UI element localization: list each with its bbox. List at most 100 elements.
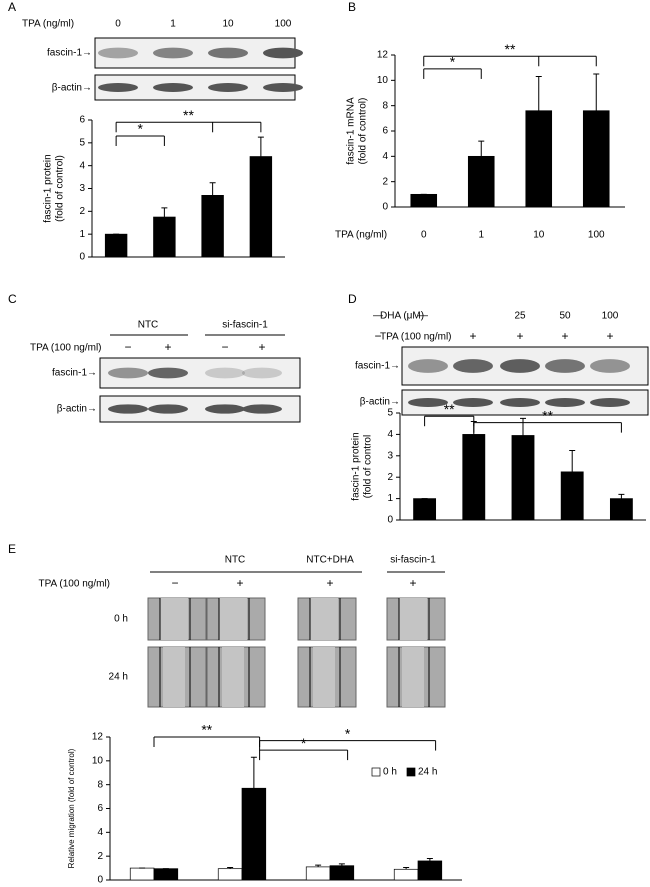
label: + bbox=[516, 329, 523, 343]
bar bbox=[153, 868, 179, 881]
label: 10 bbox=[222, 19, 234, 30]
label: (fold of control bbox=[363, 435, 374, 498]
bar bbox=[201, 195, 224, 258]
label: ** bbox=[444, 401, 455, 417]
band bbox=[108, 404, 148, 414]
label: 50 bbox=[559, 311, 571, 322]
label: D bbox=[348, 292, 357, 306]
label: NTC bbox=[225, 555, 246, 566]
legend-swatch bbox=[406, 767, 416, 777]
label: 0 h bbox=[114, 614, 128, 625]
label: 2 bbox=[387, 472, 393, 483]
label: + bbox=[409, 576, 416, 590]
label: — bbox=[418, 311, 428, 322]
wound bbox=[222, 647, 244, 707]
label: 6 bbox=[79, 115, 85, 126]
label: * bbox=[138, 121, 144, 137]
label: 24 h bbox=[109, 672, 128, 683]
bar bbox=[413, 498, 437, 521]
label: 10 bbox=[533, 230, 545, 241]
bar bbox=[525, 110, 553, 208]
wound bbox=[313, 647, 335, 707]
band bbox=[545, 359, 585, 373]
band bbox=[408, 359, 448, 373]
error-bar bbox=[315, 864, 322, 867]
bar bbox=[104, 233, 128, 258]
band bbox=[500, 398, 540, 407]
label: − bbox=[374, 329, 381, 343]
label: 0 bbox=[97, 875, 103, 886]
error-bar bbox=[161, 207, 168, 218]
bar bbox=[417, 860, 443, 881]
label: 24 h bbox=[418, 767, 437, 778]
label: 100 bbox=[602, 311, 619, 322]
label: 1 bbox=[478, 230, 484, 241]
error-bar bbox=[209, 182, 216, 196]
bar bbox=[462, 434, 486, 521]
bar bbox=[153, 216, 176, 258]
label: (fold of control) bbox=[55, 155, 66, 222]
error-bar bbox=[520, 417, 526, 436]
label: C bbox=[8, 292, 17, 306]
label: 100 bbox=[588, 230, 605, 241]
label: fascin-1→ bbox=[52, 368, 97, 379]
label: 10 bbox=[92, 755, 104, 766]
error-bar bbox=[618, 493, 625, 499]
label: ** bbox=[505, 41, 516, 57]
label: TPA (ng/ml) bbox=[22, 19, 74, 30]
wound bbox=[310, 598, 338, 640]
label: + bbox=[561, 329, 568, 343]
label: 12 bbox=[377, 50, 389, 61]
label: si-fascin-1 bbox=[390, 555, 436, 566]
label: + bbox=[236, 576, 243, 590]
label: ** bbox=[201, 722, 212, 738]
band bbox=[108, 367, 148, 379]
label: β-actin→ bbox=[360, 397, 400, 408]
band bbox=[205, 367, 245, 379]
label: fascin-1 protein bbox=[351, 432, 362, 500]
label: DHA (μM) bbox=[380, 311, 424, 322]
band bbox=[453, 398, 493, 407]
label: − bbox=[221, 340, 228, 354]
wound bbox=[160, 598, 188, 640]
wound bbox=[219, 598, 247, 640]
band bbox=[263, 47, 303, 59]
label: — bbox=[373, 311, 383, 322]
label: fascin-1→ bbox=[355, 361, 400, 372]
label: NTC bbox=[138, 320, 159, 331]
legend-swatch bbox=[371, 767, 381, 777]
band bbox=[205, 404, 245, 414]
label: + bbox=[469, 329, 476, 343]
label: E bbox=[8, 542, 16, 556]
label: 1 bbox=[170, 19, 176, 30]
label: 4 bbox=[97, 827, 103, 838]
error-bar bbox=[478, 140, 485, 157]
label: β-actin→ bbox=[57, 404, 97, 415]
label: + bbox=[326, 576, 333, 590]
band bbox=[242, 367, 282, 379]
bar bbox=[249, 156, 273, 258]
label: 10 bbox=[377, 75, 389, 86]
wound bbox=[163, 647, 185, 707]
bar bbox=[241, 787, 267, 881]
label: * bbox=[450, 54, 456, 70]
label: 0 bbox=[382, 202, 388, 213]
bar bbox=[129, 867, 155, 881]
error-bar bbox=[227, 866, 234, 869]
error-bar bbox=[535, 76, 542, 111]
label: 4 bbox=[387, 429, 393, 440]
band bbox=[242, 404, 282, 414]
label: 25 bbox=[514, 311, 526, 322]
label: TPA (100 ng/ml) bbox=[380, 332, 452, 343]
label: fascin-1 protein bbox=[43, 154, 54, 222]
label: − bbox=[124, 340, 131, 354]
label: NTC+DHA bbox=[306, 555, 354, 566]
bar bbox=[217, 868, 243, 881]
label: fascin-1→ bbox=[47, 48, 92, 59]
label: ** bbox=[183, 107, 194, 123]
error-bar bbox=[593, 73, 600, 111]
band bbox=[98, 83, 138, 92]
label: 6 bbox=[97, 803, 103, 814]
bar bbox=[393, 868, 419, 881]
